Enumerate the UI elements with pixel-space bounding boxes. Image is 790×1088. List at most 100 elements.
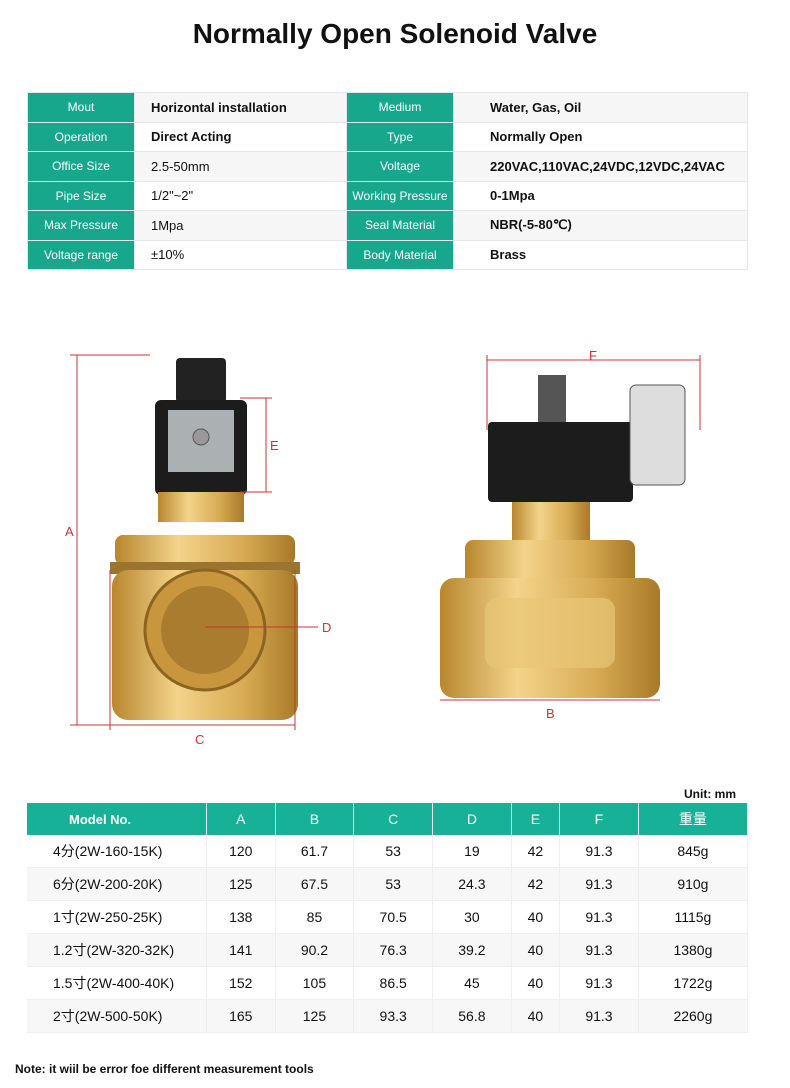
- table-cell: 120: [206, 835, 276, 868]
- table-cell: 91.3: [559, 999, 639, 1033]
- table-cell: 4分(2W-160-15K): [27, 835, 207, 868]
- valve-diagrams: A E D C F B: [65, 348, 701, 747]
- spec-label: Pipe Size: [27, 180, 135, 211]
- column-header: E: [511, 803, 561, 835]
- table-cell: 85: [275, 900, 355, 934]
- table-cell: 152: [206, 966, 276, 1000]
- table-cell: 93.3: [353, 999, 434, 1033]
- spec-value: Direct Acting: [134, 121, 347, 152]
- table-row: 6分(2W-200-20K) 125 67.5 53 24.3 42 91.3 910g: [27, 867, 749, 901]
- table-cell: 86.5: [353, 966, 434, 1000]
- spec-label: Operation: [27, 121, 135, 152]
- dimension-label-a: A: [65, 524, 74, 539]
- spec-label: Working Pressure: [346, 180, 454, 211]
- table-cell: 53: [353, 867, 434, 901]
- table-cell: 45: [432, 966, 512, 1000]
- spec-value: 0-1Mpa: [453, 180, 748, 211]
- table-cell: 40: [511, 966, 561, 1000]
- table-cell: 1380g: [638, 933, 749, 967]
- spec-label: Voltage range: [27, 239, 135, 270]
- spec-row: Office Size 2.5-50mm Voltage 220VAC,110VAC,…: [27, 151, 748, 182]
- table-cell: 1寸(2W-250-25K): [27, 900, 207, 934]
- column-header: 重量: [638, 803, 749, 835]
- spec-row: Max Pressure 1Mpa Seal Material NBR(-5-80℃): [27, 210, 748, 241]
- table-cell: 40: [511, 999, 561, 1033]
- spec-value: 1/2"~2": [134, 180, 347, 211]
- dimension-lines: [70, 354, 701, 730]
- table-cell: 39.2: [432, 933, 512, 967]
- table-cell: 91.3: [559, 900, 639, 934]
- table-cell: 141: [206, 933, 276, 967]
- table-cell: 125: [275, 999, 355, 1033]
- table-cell: 6分(2W-200-20K): [27, 867, 207, 901]
- table-cell: 42: [511, 867, 561, 901]
- table-cell: 40: [511, 933, 561, 967]
- table-cell: 125: [206, 867, 276, 901]
- column-header: A: [206, 803, 276, 835]
- table-cell: 40: [511, 900, 561, 934]
- table-row: 1.2寸(2W-320-32K) 141 90.2 76.3 39.2 40 91.3 138…: [27, 933, 749, 967]
- spec-value: ±10%: [134, 239, 347, 270]
- table-cell: 91.3: [559, 867, 639, 901]
- table-cell: 76.3: [353, 933, 434, 967]
- spec-value: 220VAC,110VAC,24VDC,12VDC,24VAC: [453, 151, 748, 182]
- table-row: 4分(2W-160-15K) 120 61.7 53 19 42 91.3 845g: [27, 835, 749, 868]
- spec-value: 2.5-50mm: [134, 151, 347, 182]
- spec-label: Medium: [346, 92, 454, 123]
- table-cell: 90.2: [275, 933, 355, 967]
- table-cell: 56.8: [432, 999, 512, 1033]
- spec-label: Body Material: [346, 239, 454, 270]
- dimension-label-c: C: [195, 732, 204, 747]
- table-cell: 42: [511, 835, 561, 868]
- spec-value: NBR(-5-80℃): [453, 210, 748, 241]
- table-cell: 1.5寸(2W-400-40K): [27, 966, 207, 1000]
- valve-front-view: [110, 358, 300, 720]
- table-cell: 61.7: [275, 835, 355, 868]
- spec-row: Mout Horizontal installation Medium Water, …: [27, 92, 748, 123]
- table-cell: 910g: [638, 867, 749, 901]
- table-row: 1.5寸(2W-400-40K) 152 105 86.5 45 40 91.3 1722g: [27, 966, 749, 1000]
- table-cell: 91.3: [559, 933, 639, 967]
- measurement-note: Note: it wiil be error foe different mea…: [15, 1062, 314, 1076]
- dimension-label-b: B: [546, 706, 555, 721]
- table-cell: 67.5: [275, 867, 355, 901]
- spec-value: Brass: [453, 239, 748, 270]
- table-cell: 2260g: [638, 999, 749, 1033]
- spec-label: Voltage: [346, 151, 454, 182]
- dimensions-table: Model No. A B C D E F 重量 4分(2W-160-15K) 120 61.7 5…: [27, 803, 749, 1033]
- spec-label: Type: [346, 121, 454, 152]
- table-cell: 1115g: [638, 900, 749, 934]
- column-header: Model No.: [27, 803, 207, 835]
- spec-label: Max Pressure: [27, 210, 135, 241]
- spec-row: Pipe Size 1/2"~2" Working Pressure 0-1Mpa: [27, 180, 748, 211]
- table-cell: 1722g: [638, 966, 749, 1000]
- column-header: F: [559, 803, 639, 835]
- unit-label: Unit: mm: [684, 787, 736, 801]
- spec-row: Operation Direct Acting Type Normally Open: [27, 121, 748, 152]
- dimension-label-d: D: [322, 620, 331, 635]
- table-row: 1寸(2W-250-25K) 138 85 70.5 30 40 91.3 1115g: [27, 900, 749, 934]
- dimension-label-e: E: [270, 438, 279, 453]
- spec-value: Horizontal installation: [134, 92, 347, 123]
- spec-value: 1Mpa: [134, 210, 347, 241]
- table-cell: 105: [275, 966, 355, 1000]
- column-header: D: [432, 803, 512, 835]
- table-cell: 70.5: [353, 900, 434, 934]
- spec-label: Mout: [27, 92, 135, 123]
- table-cell: 30: [432, 900, 512, 934]
- table-cell: 2寸(2W-500-50K): [27, 999, 207, 1033]
- spec-label: Seal Material: [346, 210, 454, 241]
- spec-value: Water, Gas, Oil: [453, 92, 748, 123]
- column-header: C: [353, 803, 434, 835]
- table-cell: 24.3: [432, 867, 512, 901]
- spec-table: Mout Horizontal installation Medium Water, …: [27, 92, 748, 270]
- spec-label: Office Size: [27, 151, 135, 182]
- table-cell: 1.2寸(2W-320-32K): [27, 933, 207, 967]
- column-header: B: [275, 803, 355, 835]
- table-row: 2寸(2W-500-50K) 165 125 93.3 56.8 40 91.3 2260g: [27, 999, 749, 1033]
- spec-value: Normally Open: [453, 121, 748, 152]
- table-cell: 165: [206, 999, 276, 1033]
- table-cell: 138: [206, 900, 276, 934]
- spec-row: Voltage range ±10% Body Material Brass: [27, 239, 748, 270]
